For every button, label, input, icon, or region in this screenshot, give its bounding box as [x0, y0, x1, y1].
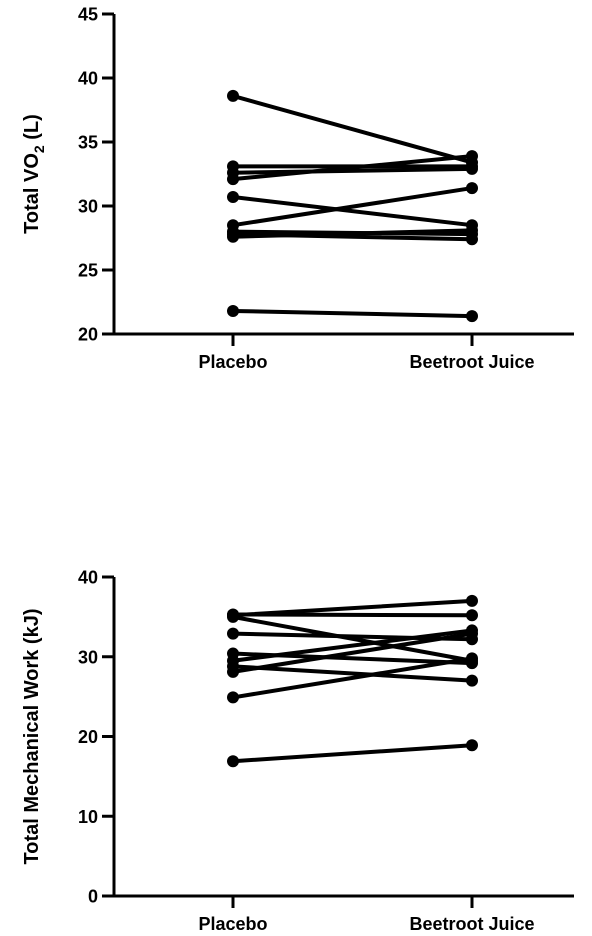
series-line [231, 154, 474, 182]
data-point [466, 233, 478, 246]
series-line [231, 195, 474, 228]
series-line [231, 628, 474, 663]
series-line [231, 232, 474, 242]
series-line [231, 743, 474, 764]
data-point [466, 310, 478, 323]
data-point [466, 627, 478, 640]
data-point [466, 594, 478, 607]
y-tick-label: 45 [78, 5, 98, 25]
data-point [466, 674, 478, 687]
y-tick-label: 25 [78, 261, 98, 281]
x-tick-label: Placebo [198, 914, 267, 934]
y-tick-label: 20 [78, 325, 98, 345]
y-tick-label: 0 [88, 887, 98, 907]
series-line [231, 614, 474, 663]
data-point [466, 162, 478, 175]
y-tick-label: 40 [78, 69, 98, 89]
data-point [227, 755, 239, 768]
data-point [227, 610, 239, 623]
data-point [227, 304, 239, 317]
data-point [466, 652, 478, 665]
data-point [466, 182, 478, 195]
series-line [231, 166, 474, 175]
series-line [231, 656, 474, 700]
series-line [231, 631, 474, 674]
series-line [231, 308, 474, 319]
data-point [227, 665, 239, 678]
x-tick-label: Placebo [198, 352, 267, 372]
y-tick-label: 30 [78, 647, 98, 667]
x-tick-label: Beetroot Juice [409, 914, 534, 934]
data-point [227, 191, 239, 204]
vo2-chart: 20 25 30 35 40 45 Placebo Beetroot Juice Total V… [21, 5, 574, 372]
data-point [227, 691, 239, 704]
mechanical-work-chart: 0 10 20 30 40 Placebo Beetroot Juice Total Mech… [21, 568, 574, 934]
data-point [466, 224, 478, 237]
y-axis-title: Total VO2 (L) [21, 114, 47, 234]
data-point [227, 173, 239, 186]
series-line [231, 93, 474, 165]
series-line [231, 612, 474, 618]
series-line [231, 664, 474, 683]
y-axis-title: Total Mechanical Work (kJ) [21, 609, 43, 865]
data-point [466, 609, 478, 622]
y-tick-label: 40 [78, 568, 98, 588]
data-point [227, 89, 239, 102]
series-line [231, 186, 474, 228]
y-tick-label: 30 [78, 197, 98, 217]
y-tick-label: 35 [78, 133, 98, 153]
data-point [466, 739, 478, 752]
data-point [227, 228, 239, 241]
data-point [466, 150, 478, 163]
y-tick-label: 10 [78, 807, 98, 827]
y-tick-label: 20 [78, 727, 98, 747]
data-point [227, 627, 239, 640]
x-tick-label: Beetroot Juice [409, 352, 534, 372]
